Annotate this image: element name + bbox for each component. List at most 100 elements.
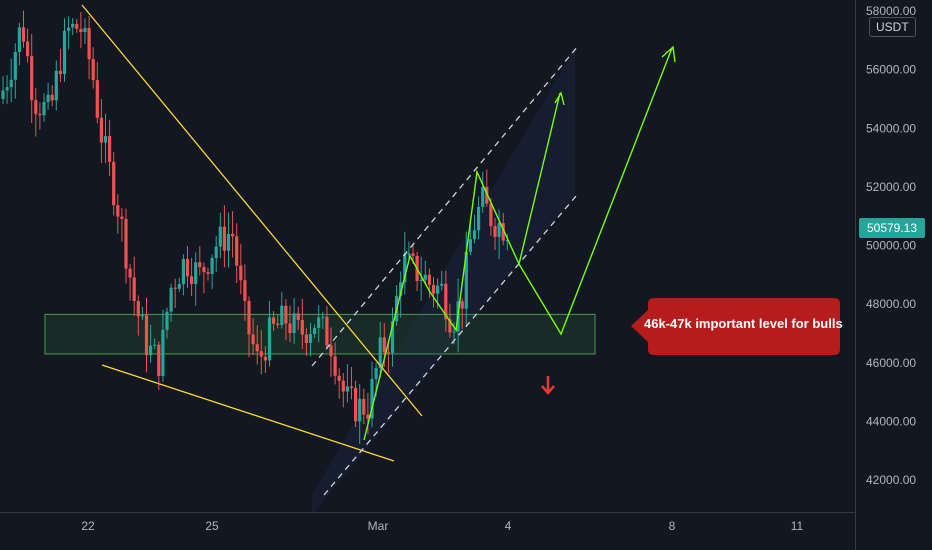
candle-body xyxy=(157,344,161,376)
candle-body xyxy=(345,386,349,392)
bullish-path-2 xyxy=(518,47,673,336)
candle-body xyxy=(58,70,62,75)
candle-body xyxy=(382,337,386,353)
candle-body xyxy=(198,262,202,267)
candle-body xyxy=(349,386,354,388)
candle-body xyxy=(477,206,481,231)
candle-body xyxy=(210,258,214,274)
candle-body xyxy=(325,316,329,346)
candle-body xyxy=(202,266,206,273)
candle-body xyxy=(493,226,497,237)
candle-body xyxy=(46,94,50,103)
bearish-arrow-head xyxy=(541,385,555,395)
candle-body xyxy=(21,27,26,42)
last-price-label: 50579.13 xyxy=(859,218,925,238)
candle-body xyxy=(390,321,395,353)
y-tick-label: 58000.00 xyxy=(866,4,916,18)
candle-body xyxy=(464,251,468,309)
candle-body xyxy=(440,283,444,286)
candle-body xyxy=(42,102,46,116)
candle-body xyxy=(370,378,374,419)
candle-body xyxy=(452,331,456,333)
candle-body xyxy=(460,301,464,309)
candle-body xyxy=(505,240,509,242)
candle-body xyxy=(341,380,345,392)
candle-body xyxy=(436,285,440,294)
candle-body xyxy=(62,30,67,75)
candle-body xyxy=(472,230,477,240)
candle-body xyxy=(407,253,411,255)
x-tick-label: Mar xyxy=(368,519,389,533)
annotation-text: 46k-47k important level for bulls xyxy=(644,316,843,331)
candle-body xyxy=(190,276,194,284)
candle-body xyxy=(218,226,222,247)
candle-body xyxy=(296,313,300,321)
candle-body xyxy=(120,216,124,219)
candle-body xyxy=(108,135,112,162)
candle-body xyxy=(259,351,263,357)
candle-body xyxy=(411,253,415,256)
candle-body xyxy=(313,327,317,335)
candle-body xyxy=(87,27,91,60)
candle-body xyxy=(272,317,276,324)
candle-body xyxy=(153,344,157,346)
candle-body xyxy=(5,87,9,91)
candle-body xyxy=(34,100,38,114)
bullish-path-2-arrowhead xyxy=(661,45,676,63)
candle-body xyxy=(9,79,13,88)
y-tick-label: 44000.00 xyxy=(866,414,916,428)
candle-body xyxy=(177,284,181,289)
candle-body xyxy=(423,274,427,280)
candle-body xyxy=(116,205,120,217)
candle-body xyxy=(255,344,259,352)
candle-body xyxy=(38,113,42,116)
candle-body xyxy=(185,258,190,277)
candle-body xyxy=(231,233,235,237)
x-tick-label: 25 xyxy=(205,519,219,533)
candle-body xyxy=(71,23,75,28)
candle-body xyxy=(308,334,313,344)
candle-body xyxy=(136,300,140,317)
candle-body xyxy=(165,311,169,330)
lower-trendline xyxy=(101,364,395,462)
candle-body xyxy=(83,27,87,33)
candle-body xyxy=(304,334,308,344)
candle-body xyxy=(284,305,288,324)
candle-body xyxy=(280,305,284,325)
y-tick-label: 42000.00 xyxy=(866,473,916,487)
candle-body xyxy=(222,226,226,251)
channel-upper-line xyxy=(311,45,579,367)
candle-body xyxy=(489,203,493,227)
y-tick-label: 54000.00 xyxy=(866,121,916,135)
candle-body xyxy=(419,279,423,281)
currency-label[interactable]: USDT xyxy=(869,17,916,37)
bullish-path-1-arrowhead xyxy=(554,91,565,106)
candle-body xyxy=(358,398,362,422)
candle-body xyxy=(30,56,34,101)
y-tick-label: 52000.00 xyxy=(866,180,916,194)
candle-body xyxy=(288,323,292,334)
price-axis-divider xyxy=(855,0,856,550)
candle-body xyxy=(173,287,177,289)
candle-body xyxy=(140,315,144,317)
candle-body xyxy=(128,268,132,278)
candle-body xyxy=(427,274,431,285)
candle-body xyxy=(161,329,165,376)
candle-body xyxy=(366,414,370,419)
candle-body xyxy=(214,246,218,259)
y-tick-label: 56000.00 xyxy=(866,63,916,77)
candle-body xyxy=(144,315,149,356)
candle-body xyxy=(386,352,390,354)
candle-body xyxy=(54,70,58,101)
candle-body xyxy=(263,356,267,361)
candle-body xyxy=(99,117,103,143)
bullish-path-1 xyxy=(363,92,561,441)
candle-body xyxy=(251,334,255,345)
candle-body xyxy=(501,223,505,241)
candle-body xyxy=(276,323,280,325)
candle-body xyxy=(75,23,79,29)
candle-body xyxy=(468,239,472,252)
candle-body xyxy=(321,316,325,318)
candle-body xyxy=(103,135,108,143)
